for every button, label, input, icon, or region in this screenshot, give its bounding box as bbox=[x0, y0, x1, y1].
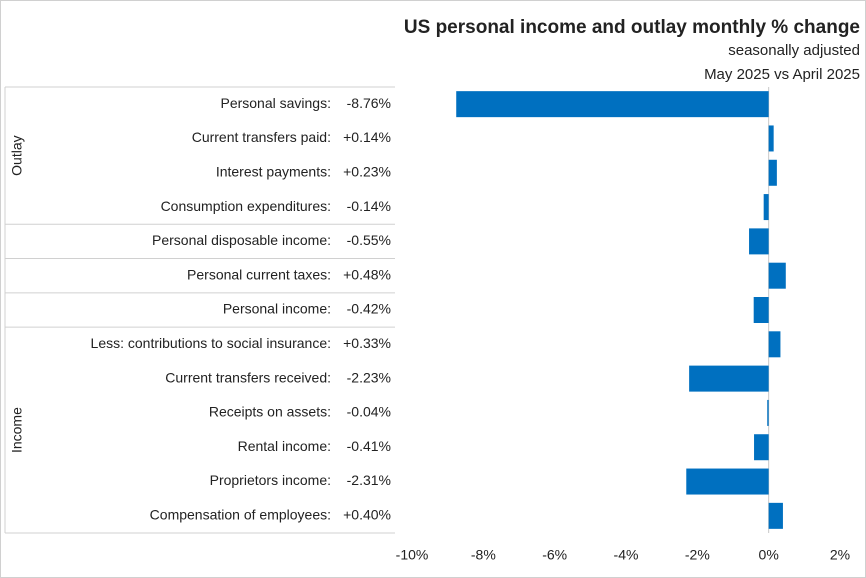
x-tick-label: -6% bbox=[542, 547, 567, 563]
value-label: -0.14% bbox=[347, 198, 391, 214]
value-label: -0.55% bbox=[347, 232, 391, 248]
chart-title: US personal income and outlay monthly % … bbox=[404, 17, 860, 38]
value-label: -0.41% bbox=[347, 438, 391, 454]
value-label: +0.40% bbox=[343, 507, 391, 523]
category-label: Compensation of employees: bbox=[150, 507, 331, 523]
value-label: +0.23% bbox=[343, 163, 391, 179]
bar bbox=[767, 399, 769, 426]
value-label: -0.04% bbox=[347, 404, 391, 420]
value-label: -8.76% bbox=[347, 95, 391, 111]
category-label: Current transfers paid: bbox=[192, 129, 331, 145]
chart-period: May 2025 vs April 2025 bbox=[704, 66, 860, 83]
category-label: Rental income: bbox=[238, 438, 331, 454]
category-label: Current transfers received: bbox=[165, 369, 331, 385]
x-tick-label: -10% bbox=[396, 547, 429, 563]
group-label: Outlay bbox=[9, 135, 25, 175]
bar bbox=[749, 228, 769, 255]
category-label: Personal income: bbox=[223, 301, 331, 317]
value-label: +0.14% bbox=[343, 129, 391, 145]
bar bbox=[768, 502, 783, 529]
group-label: Income bbox=[9, 407, 25, 453]
category-label: Receipts on assets: bbox=[209, 404, 331, 420]
bar bbox=[689, 365, 769, 392]
bar bbox=[753, 297, 769, 323]
category-label: Personal savings: bbox=[220, 95, 331, 111]
value-label: +0.48% bbox=[343, 266, 391, 282]
bar bbox=[768, 159, 777, 186]
bar bbox=[686, 468, 769, 495]
value-label: +0.33% bbox=[343, 335, 391, 351]
bar bbox=[768, 262, 786, 289]
category-label: Consumption expenditures: bbox=[161, 198, 331, 214]
bar bbox=[754, 434, 769, 461]
value-label: -2.31% bbox=[347, 472, 391, 488]
bar bbox=[768, 331, 781, 358]
value-label: -0.42% bbox=[347, 301, 391, 317]
chart-subtitle: seasonally adjusted bbox=[728, 42, 860, 59]
x-tick-label: -8% bbox=[471, 547, 496, 563]
category-label: Interest payments: bbox=[216, 163, 331, 179]
category-label: Personal current taxes: bbox=[187, 266, 331, 282]
bar bbox=[768, 125, 774, 152]
x-tick-label: 0% bbox=[759, 547, 779, 563]
bar bbox=[763, 194, 769, 221]
category-label: Proprietors income: bbox=[210, 472, 331, 488]
bar bbox=[456, 91, 769, 118]
x-tick-label: 2% bbox=[830, 547, 850, 563]
category-label: Personal disposable income: bbox=[152, 232, 331, 248]
category-label: Less: contributions to social insurance: bbox=[91, 335, 331, 351]
x-tick-label: -4% bbox=[614, 547, 639, 563]
value-label: -2.23% bbox=[347, 369, 391, 385]
x-tick-label: -2% bbox=[685, 547, 710, 563]
